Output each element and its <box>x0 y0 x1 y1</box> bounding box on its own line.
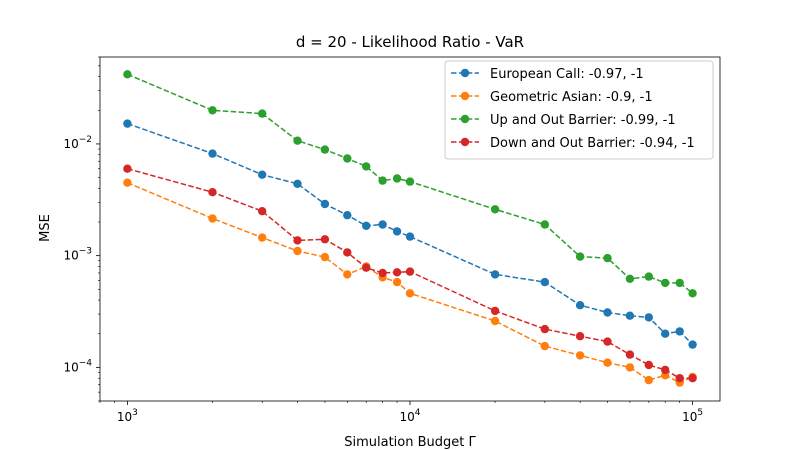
data-point <box>362 263 371 272</box>
data-point <box>392 277 402 287</box>
data-point <box>362 221 371 230</box>
legend-entry-label: Up and Out Barrier: -0.99, -1 <box>490 113 676 128</box>
y-tick-label: 10−3 <box>63 247 92 263</box>
data-point <box>258 233 267 242</box>
x-tick-label: 103 <box>117 408 138 424</box>
data-point <box>688 340 697 349</box>
chart-title: d = 20 - Likelihood Ratio - VaR <box>296 33 524 51</box>
legend-swatch-marker <box>460 91 470 101</box>
data-point <box>661 329 670 338</box>
data-point <box>293 246 302 256</box>
x-axis-label: Simulation Budget Γ <box>344 435 476 450</box>
legend-entry-label: Geometric Asian: -0.9, -1 <box>490 90 653 105</box>
data-point <box>378 268 387 278</box>
data-point <box>490 306 500 316</box>
data-point <box>661 278 670 288</box>
data-point <box>490 270 500 279</box>
y-axis-label: MSE <box>38 214 53 242</box>
data-point <box>575 351 585 360</box>
legend-entry-label: Down and Out Barrier: -0.94, -1 <box>490 136 695 151</box>
data-point <box>688 374 697 383</box>
data-point <box>258 109 267 118</box>
data-point <box>343 211 352 220</box>
data-point <box>644 313 653 322</box>
data-point <box>320 235 330 244</box>
data-point <box>688 289 697 298</box>
data-point <box>258 170 267 179</box>
data-point <box>208 188 217 197</box>
series-line-2 <box>127 182 693 384</box>
data-point <box>540 220 549 229</box>
data-point <box>392 174 402 183</box>
data-point <box>540 324 549 334</box>
data-point <box>392 227 402 236</box>
data-point <box>123 70 132 79</box>
data-point <box>378 176 387 185</box>
y-tick-label: 10−4 <box>63 358 92 374</box>
data-point <box>405 267 415 276</box>
data-point <box>603 253 612 263</box>
data-point <box>625 311 635 320</box>
data-point <box>293 236 302 245</box>
data-point <box>575 332 585 341</box>
data-point <box>320 145 330 154</box>
series-group <box>123 70 697 387</box>
data-point <box>603 308 612 317</box>
data-point <box>405 232 415 241</box>
legend: European Call: -0.97, -1 Geometric Asian:… <box>444 60 714 160</box>
data-point <box>625 350 635 359</box>
data-point <box>343 248 352 257</box>
data-point <box>378 220 387 229</box>
data-point <box>258 207 267 216</box>
data-point <box>320 199 330 209</box>
y-axis-ticks: 10−4 10−3 10−2 <box>63 56 100 402</box>
legend-entry-label: European Call: -0.97, -1 <box>490 67 644 82</box>
data-point <box>343 270 352 279</box>
data-point <box>625 363 635 372</box>
data-point <box>123 164 132 173</box>
data-point <box>208 106 217 115</box>
data-point <box>575 252 585 261</box>
x-tick-label: 104 <box>399 408 420 424</box>
data-point <box>644 375 653 385</box>
data-point <box>293 136 302 145</box>
data-point <box>675 278 684 288</box>
data-point <box>661 365 670 375</box>
legend-swatch-marker <box>460 114 470 124</box>
legend-box <box>444 60 714 160</box>
legend-swatch-marker <box>460 68 470 78</box>
data-point <box>675 327 684 336</box>
data-point <box>644 272 653 281</box>
data-point <box>343 154 352 163</box>
data-point <box>644 360 653 370</box>
data-point <box>575 301 585 310</box>
data-point <box>123 119 132 128</box>
data-point <box>603 358 612 367</box>
data-point <box>490 316 500 326</box>
data-point <box>293 179 302 188</box>
data-point <box>362 162 371 171</box>
data-point <box>405 289 415 298</box>
plot-area <box>99 56 721 402</box>
data-point <box>123 178 132 187</box>
data-point <box>392 268 402 277</box>
data-point <box>208 214 217 223</box>
data-point <box>208 149 217 158</box>
data-point <box>490 205 500 214</box>
data-point <box>320 252 330 262</box>
data-point <box>540 341 549 351</box>
data-point <box>405 177 415 186</box>
x-axis-ticks: 103 104 105 <box>99 401 703 424</box>
y-tick-label: 10−2 <box>63 135 92 151</box>
data-point <box>603 337 612 346</box>
x-tick-label: 105 <box>682 408 703 424</box>
data-point <box>540 277 549 287</box>
legend-swatch-marker <box>460 137 470 147</box>
data-point <box>625 274 635 283</box>
data-point <box>675 374 684 383</box>
